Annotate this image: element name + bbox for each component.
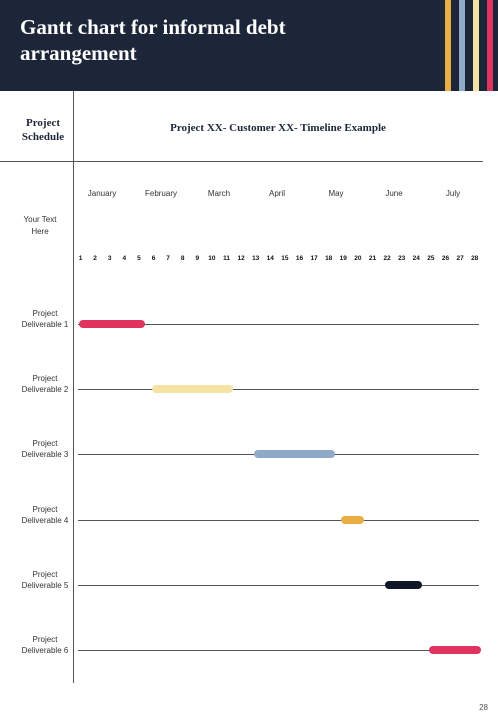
day-label: 8 (180, 255, 185, 262)
day-label: 18 (325, 255, 333, 262)
day-label: 3 (107, 255, 112, 262)
task-bar (78, 320, 145, 328)
day-label: 13 (252, 255, 260, 262)
day-label: 12 (237, 255, 245, 262)
day-label: 20 (354, 255, 362, 262)
day-label: 28 (471, 255, 479, 262)
month-label: June (385, 189, 403, 198)
task-bar (151, 385, 233, 394)
task-label: Project Deliverable 3 (21, 439, 69, 460)
day-label: 10 (208, 255, 216, 262)
schedule-header: Project Schedule (21, 117, 65, 143)
row-header-label: Your Text Here (23, 215, 57, 236)
day-label: 25 (427, 255, 435, 262)
task-bar (428, 646, 481, 654)
task-row-line (78, 519, 479, 521)
day-label: 21 (368, 255, 377, 262)
task-label: Project Deliverable 1 (21, 309, 69, 329)
task-label: Project Deliverable 2 (21, 374, 69, 395)
day-label: 19 (339, 255, 347, 262)
chart-title: Project XX- Customer XX- Timeline Exampl… (170, 122, 386, 134)
day-label: 1 (78, 255, 83, 262)
task-row-line (78, 324, 479, 325)
month-label: January (87, 189, 117, 198)
task-row-line (78, 389, 479, 391)
month-label: May (328, 189, 344, 198)
day-label: 11 (223, 255, 230, 262)
day-label: 15 (281, 255, 289, 262)
day-label: 4 (122, 255, 127, 262)
task-label: Project Deliverable 6 (21, 635, 69, 655)
header-banner (0, 0, 498, 91)
month-label: March (207, 189, 231, 198)
task-label: Project Deliverable 4 (21, 504, 69, 525)
task-row-line (78, 584, 479, 586)
day-label: 6 (151, 255, 156, 262)
task-label: Project Deliverable 5 (21, 569, 69, 590)
month-label: April (268, 189, 285, 198)
day-label: 9 (195, 255, 200, 262)
task-bar (253, 450, 335, 459)
month-label: July (445, 189, 461, 198)
day-label: 24 (412, 255, 420, 262)
day-label: 22 (383, 255, 391, 262)
day-label: 5 (137, 255, 141, 262)
day-label: 23 (398, 255, 406, 262)
stripe-1 (445, 0, 451, 91)
day-label: 27 (456, 255, 464, 262)
month-label: February (144, 189, 177, 198)
day-label: 17 (310, 255, 318, 262)
day-label: 7 (166, 255, 170, 262)
task-bar (341, 515, 364, 524)
page-number: 28 (479, 703, 488, 712)
day-label: 16 (295, 255, 304, 262)
table-vertical-divider (73, 91, 74, 683)
day-label: 26 (441, 255, 450, 262)
stripe-4 (487, 0, 493, 91)
table-header-divider (0, 161, 483, 162)
day-label: 2 (93, 255, 97, 262)
stripe-3 (473, 0, 479, 91)
day-label: 14 (266, 255, 274, 262)
page-title: Gantt chart for informal debt arrangemen… (20, 15, 286, 65)
stripe-2 (459, 0, 465, 91)
task-row-line (78, 650, 479, 651)
task-bar (385, 580, 423, 589)
